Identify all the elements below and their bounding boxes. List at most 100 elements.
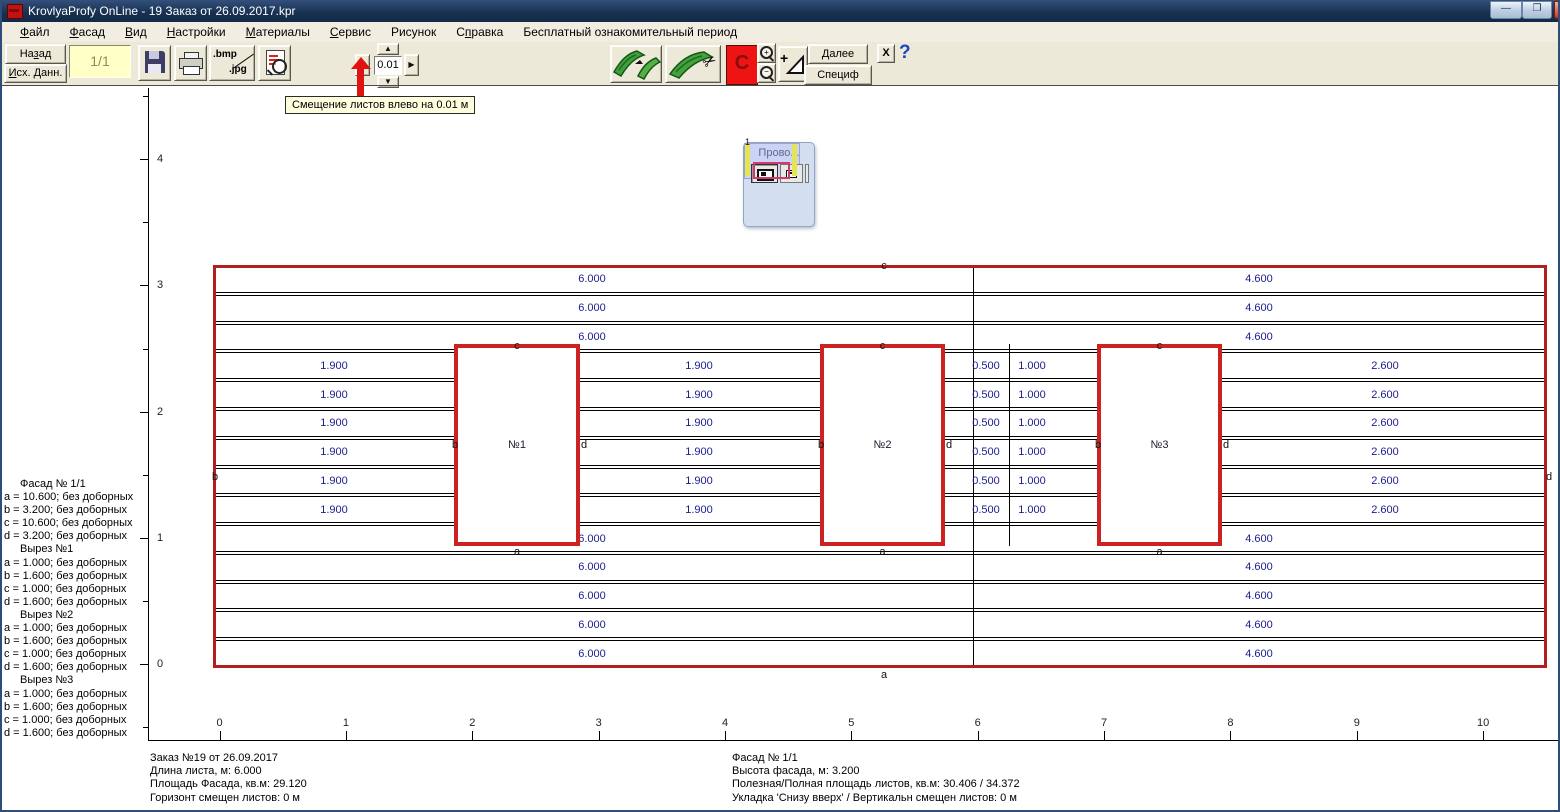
h-axis-tick-label: 0: [216, 717, 223, 729]
sheet-dimension-label: 1.900: [320, 503, 348, 516]
thumbnail-viewport-rect[interactable]: [753, 162, 790, 179]
maximize-button[interactable]: ❐: [1522, 1, 1552, 19]
menu-item-8[interactable]: Справка: [456, 25, 504, 39]
sheet-dimension-label: 4.600: [1245, 302, 1273, 315]
h-axis-tick: [219, 731, 221, 740]
sheet-dimension-label: 4.600: [1245, 618, 1273, 631]
add-slope-button[interactable]: +: [778, 46, 808, 82]
minimize-button[interactable]: —: [1490, 1, 1522, 19]
v-axis-tick: [143, 474, 148, 476]
h-axis-tick-label: 10: [1476, 717, 1490, 729]
status-line: Высота фасада, м: 3.200: [732, 765, 860, 778]
cutout-letter-b: b: [451, 439, 459, 451]
toolbar-divider: [2, 85, 1558, 86]
cutout-letter-b: b: [1094, 439, 1102, 451]
print-preview-button[interactable]: [258, 45, 291, 81]
jpg-label: .jpg: [229, 64, 247, 75]
small-frame-fill-icon: [789, 172, 792, 174]
sheet-dimension-label: 4.600: [1245, 561, 1273, 574]
navigator-title: Прово...: [758, 147, 800, 159]
sheet-dimension-label: 1.900: [685, 388, 713, 401]
menu-item-2[interactable]: Фасад: [69, 25, 105, 39]
cutout-letter-c: c: [514, 340, 520, 352]
sheet-dimension-label: 4.600: [1245, 273, 1273, 286]
navigator-clipped-button[interactable]: [805, 164, 809, 183]
v-axis-tick: [140, 285, 148, 287]
sheet-dimension-label: 1.000: [1018, 388, 1046, 401]
sheet-dimension-label: 6.000: [578, 302, 606, 315]
cutout-letter-d: d: [945, 439, 953, 451]
menu-item-3[interactable]: Вид: [125, 25, 147, 39]
sheet-dimension-label: 1.000: [1018, 417, 1046, 430]
cutout-letter-d: d: [580, 439, 588, 451]
sheet-dimension-label: 2.600: [1371, 446, 1399, 459]
shift-right-button[interactable]: ▶: [404, 54, 419, 76]
menu-item-6[interactable]: Сервис: [329, 25, 371, 39]
source-data-button[interactable]: Исх. Данн.: [4, 64, 67, 83]
cutout-letter-a: a: [513, 546, 521, 558]
h-axis-tick: [1356, 731, 1358, 740]
row-separator: [216, 320, 1544, 325]
status-line: Укладка 'Снизу вверх' / Вертикальн смеще…: [732, 791, 1017, 804]
status-line: Горизонт смещен листов: 0 м: [150, 791, 300, 804]
menu-item-7[interactable]: Рисунок: [390, 25, 437, 39]
facade-dimension-line: d = 1.600; без доборных: [4, 595, 127, 608]
annotation-arrow-icon: [357, 68, 364, 96]
next-button[interactable]: Далее: [808, 44, 868, 64]
sheet-dimension-label: 1.900: [685, 446, 713, 459]
status-line: Длина листа, м: 6.000: [150, 765, 262, 778]
sheet-dimension-label: 6.000: [578, 590, 606, 602]
sheet-dimension-label: 1.000: [1018, 446, 1046, 459]
h-axis-tick: [977, 731, 979, 740]
offset-up-button[interactable]: ▲: [377, 43, 399, 55]
menu-item-1[interactable]: Файл: [20, 25, 50, 39]
sheet-dimension-label: 2.600: [1371, 417, 1399, 430]
help-button[interactable]: ?: [899, 42, 911, 63]
h-axis-tick: [725, 731, 726, 740]
v-axis-tick: [143, 600, 148, 602]
sheet-boundary-line-short: [1009, 344, 1010, 546]
h-axis-tick-label: 8: [1227, 717, 1234, 729]
facade-dimension-line: a = 1.000; без доборных: [4, 556, 127, 569]
menu-item-9[interactable]: Бесплатный ознакомительный период: [523, 25, 738, 39]
sheet-dimension-label: 0.500: [972, 474, 1000, 487]
move-sheet-button[interactable]: [610, 45, 662, 83]
status-line: Фасад № 1/1: [732, 752, 798, 764]
v-axis-tick: [143, 727, 148, 729]
cut-sheet-button[interactable]: ✂: [665, 45, 721, 83]
sheet-dimension-label: 1.900: [320, 446, 348, 459]
page-indicator: 1/1: [69, 45, 131, 78]
save-button[interactable]: [138, 45, 171, 81]
color-c-button[interactable]: C: [726, 45, 758, 85]
close-tool-button[interactable]: X: [877, 44, 895, 63]
h-axis-tick-label: 4: [721, 717, 729, 729]
facade-dimension-line: a = 1.000; без доборных: [4, 687, 127, 700]
navigator-panel[interactable]: Прово... 1: [743, 137, 815, 227]
facade-dimension-line: b = 1.600; без доборных: [4, 569, 127, 582]
back-button[interactable]: Назад: [5, 44, 66, 64]
print-button[interactable]: [174, 45, 207, 81]
zoom-out-button[interactable]: −: [757, 63, 776, 83]
v-axis-tick: [140, 537, 148, 539]
export-bmp-jpg-button[interactable]: .bmp .jpg: [209, 45, 255, 81]
facade-section-header: Фасад № 1/1: [20, 478, 86, 490]
zoom-in-button[interactable]: +: [757, 43, 776, 63]
h-axis-tick-label: 6: [974, 717, 981, 729]
v-axis-tick: [140, 411, 148, 413]
facade-dimension-line: b = 1.600; без доборных: [4, 700, 127, 713]
menu-item-4[interactable]: Настройки: [166, 25, 226, 39]
drawing-canvas[interactable]: 0 1 2 3 4 5 6 7 8 9 10 0 1 2 3 4 6.000 4.600 6.000 4.600 6.0…: [2, 86, 1558, 810]
facade-dimension-line: b = 1.600; без доборных: [4, 635, 127, 648]
v-axis-tick-label: 4: [156, 153, 164, 166]
offset-value-field[interactable]: 0.01: [374, 56, 402, 75]
sheet-dimension-label: 1.900: [320, 474, 348, 487]
close-button[interactable]: [1554, 1, 1558, 19]
h-axis-tick: [598, 731, 600, 740]
thumbnail-left-strip: [745, 144, 750, 176]
sheet-dimension-label: 2.600: [1371, 503, 1399, 516]
row-separator: [216, 291, 1544, 296]
specification-button[interactable]: Специф: [804, 65, 872, 85]
menu-item-5[interactable]: Материалы: [245, 25, 310, 39]
h-axis-tick-label: 9: [1353, 717, 1360, 729]
